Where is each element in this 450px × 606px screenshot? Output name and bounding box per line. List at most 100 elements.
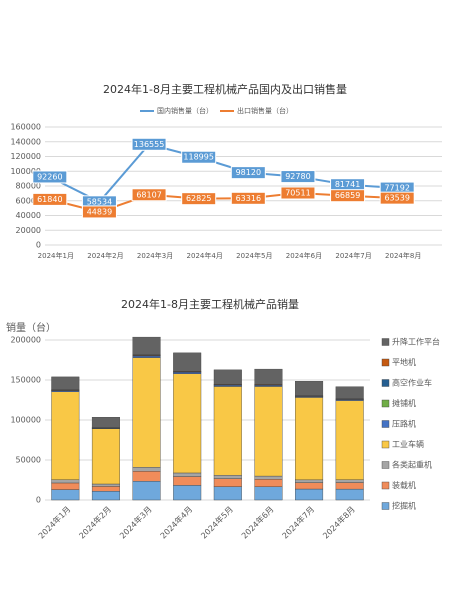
bar-segment — [213, 475, 242, 479]
y-tick-label: 40000 — [16, 211, 41, 220]
data-label-box — [280, 170, 316, 184]
bar-segment — [173, 373, 202, 474]
bar-segment — [173, 476, 202, 486]
legend-swatch — [381, 461, 390, 469]
bar-segment — [213, 478, 242, 487]
data-label-box — [32, 192, 68, 206]
chart-title: 2024年1-8月主要工程机械产品国内及出口销售量 — [103, 82, 347, 96]
y-tick-label: 150000 — [10, 376, 41, 385]
data-label-box — [330, 189, 366, 203]
legend-swatch — [381, 502, 390, 510]
bar-segment — [91, 483, 120, 487]
legend-label: 摊铺机 — [392, 398, 416, 408]
y-tick-label: 160000 — [10, 123, 41, 132]
bar-segment — [132, 336, 161, 355]
bar-segment — [132, 471, 161, 482]
legend-swatch — [381, 358, 390, 367]
data-label-box — [379, 191, 415, 205]
x-tick-label: 2024年2月 — [87, 251, 123, 260]
x-tick-label: 2024年5月 — [236, 251, 272, 260]
bar-segment — [295, 482, 324, 490]
bar-segment — [51, 376, 80, 390]
bar-segment — [51, 482, 80, 490]
legend-label: 各类起重机 — [392, 460, 432, 470]
y-tick-label: 200000 — [10, 336, 41, 345]
legend-label: 平地机 — [392, 357, 416, 367]
bar-segment — [91, 486, 120, 492]
data-label: 70511 — [285, 188, 310, 197]
legend-label: 挖掘机 — [392, 501, 416, 511]
bar-segment — [91, 417, 120, 428]
x-tick-label: 2024年4月 — [187, 251, 223, 260]
data-label: 136555 — [134, 140, 165, 149]
data-label-box — [181, 192, 217, 206]
data-label-box — [32, 170, 68, 184]
data-label: 118995 — [183, 153, 214, 162]
y-tick-label: 60000 — [16, 196, 41, 205]
legend-swatch — [381, 420, 390, 428]
legend-label: 升降工作平台 — [392, 337, 440, 347]
y-tick-label: 140000 — [10, 137, 41, 146]
data-label: 68107 — [136, 190, 161, 199]
bar-segment — [213, 386, 242, 476]
x-tick-label: 2024年8月 — [385, 251, 421, 260]
legend-swatch — [381, 379, 390, 387]
bar-segment — [213, 486, 242, 501]
data-label: 92780 — [285, 172, 310, 181]
data-label: 81741 — [335, 180, 360, 189]
y-tick-label: 120000 — [10, 152, 41, 161]
x-tick-label: 2024年7月 — [335, 251, 371, 260]
bar-segment — [173, 372, 202, 374]
legend-label: 国内销售量（台） — [157, 106, 213, 115]
bar-segment — [254, 386, 283, 477]
data-label: 92260 — [37, 172, 62, 181]
bar-segment — [335, 482, 364, 490]
bar-segment — [335, 386, 364, 399]
bar-segment — [254, 475, 283, 480]
data-label: 63539 — [384, 194, 409, 203]
data-label: 98120 — [236, 168, 261, 177]
y-tick-label: 0 — [36, 496, 41, 505]
data-label: 61840 — [37, 195, 62, 204]
bar-segment — [173, 352, 202, 372]
data-label-box — [230, 166, 266, 180]
legend-label: 装载机 — [392, 480, 416, 490]
bar-segment — [254, 479, 283, 487]
y-axis-label: 销量（台） — [6, 321, 56, 334]
legend-label: 高空作业车 — [392, 378, 432, 388]
bar-segment — [132, 355, 161, 358]
bar-segment — [213, 369, 242, 385]
legend-swatch — [381, 440, 390, 449]
x-tick-label: 2024年1月 — [38, 251, 74, 260]
y-tick-label: 20000 — [16, 226, 41, 235]
data-label: 66859 — [335, 191, 360, 200]
bar-segment — [295, 488, 324, 501]
legend-swatch — [381, 338, 390, 346]
data-label: 44839 — [87, 207, 112, 216]
data-label-box — [230, 191, 266, 205]
data-label-box — [131, 188, 167, 202]
data-label: 58534 — [87, 197, 112, 206]
bar-segment — [91, 491, 120, 501]
data-label-box — [181, 150, 217, 164]
y-tick-label: 100000 — [10, 167, 41, 176]
data-label: 77192 — [384, 184, 409, 193]
bar-segment — [335, 479, 364, 483]
data-label: 63316 — [236, 194, 261, 203]
bar-segment — [132, 481, 161, 501]
data-label: 62825 — [186, 194, 211, 203]
x-tick-label: 2024年6月 — [286, 251, 322, 260]
bar-segment — [335, 488, 364, 501]
bar-segment — [51, 391, 80, 480]
legend-label: 出口销售量（台） — [237, 106, 293, 115]
bar-segment — [173, 485, 202, 501]
legend-swatch — [381, 481, 390, 490]
bar-segment — [51, 489, 80, 501]
bar-segment — [91, 428, 120, 485]
bar-segment — [51, 479, 80, 484]
bar-segment — [335, 400, 364, 480]
chart-title: 2024年1-8月主要工程机械产品销量 — [121, 297, 299, 311]
y-tick-label: 50000 — [16, 456, 41, 465]
